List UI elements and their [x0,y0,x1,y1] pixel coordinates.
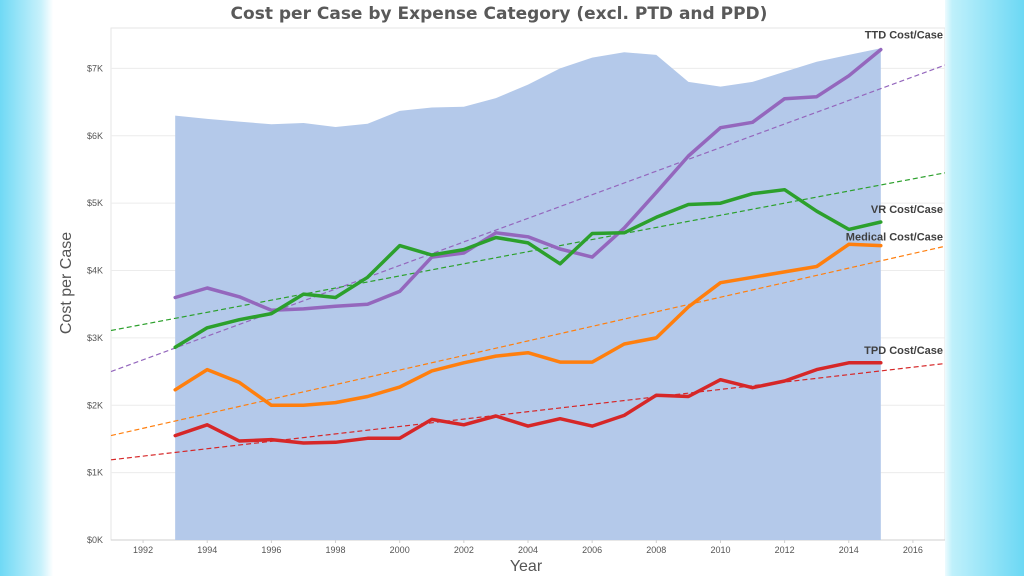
area-layer [175,48,881,540]
x-tick-label: 2014 [839,545,859,555]
series-lines [173,47,883,445]
x-tick-label: 2008 [646,545,666,555]
series-label-ttd-cost-case: TTD Cost/Case [865,30,943,42]
trend-line-tpd-cost-case [110,362,945,461]
x-tick-label: 2000 [390,545,410,555]
y-axis-ticks: $0K $1K $2K $3K $4K $5K $6K $7K [87,63,103,545]
series-line-medical-cost-case [173,242,883,408]
y-tick-label: $2K [87,400,103,410]
y-tick-label: $7K [87,63,103,73]
x-tick-label: 2002 [454,545,474,555]
y-tick-label: $3K [87,333,103,343]
series-line-tpd-cost-case [173,361,883,445]
total-cost-area [175,48,881,540]
slide: Cost per Case by Expense Category (excl.… [53,0,945,576]
x-tick-label: 1996 [261,545,281,555]
series-labels: TTD Cost/Case VR Cost/Case Medical Cost/Ca… [846,30,943,357]
series-line-vr-cost-case [173,187,883,350]
x-tick-label: 1994 [197,545,217,555]
x-tick-label: 2010 [710,545,730,555]
y-tick-label: $4K [87,266,103,276]
trend-line-ttd-cost-case [110,64,945,373]
x-tick-label: 2006 [582,545,602,555]
series-label-medical-cost-case: Medical Cost/Case [846,232,943,244]
x-axis-ticks: 1992 1994 1996 1998 2000 2002 2004 2006 2008 2010… [133,540,923,555]
x-tick-label: 1998 [326,545,346,555]
y-tick-label: $1K [87,468,103,478]
series-label-tpd-cost-case: TPD Cost/Case [864,345,943,357]
y-tick-label: $6K [87,131,103,141]
y-axis-title: Cost per Case [58,232,75,334]
trend-lines [110,64,945,461]
x-tick-label: 1992 [133,545,153,555]
trend-line-medical-cost-case [110,245,945,437]
x-tick-label: 2012 [775,545,795,555]
x-tick-label: 2016 [903,545,923,555]
trend-line-vr-cost-case [110,172,945,332]
series-line-ttd-cost-case [173,47,883,313]
chart-title: Cost per Case by Expense Category (excl.… [231,4,768,24]
chart: Cost per Case by Expense Category (excl.… [58,4,945,575]
x-tick-label: 2004 [518,545,538,555]
y-tick-label: $5K [87,198,103,208]
series-label-vr-cost-case: VR Cost/Case [871,204,943,216]
x-axis-title: Year [510,558,543,575]
y-tick-label: $0K [87,535,103,545]
